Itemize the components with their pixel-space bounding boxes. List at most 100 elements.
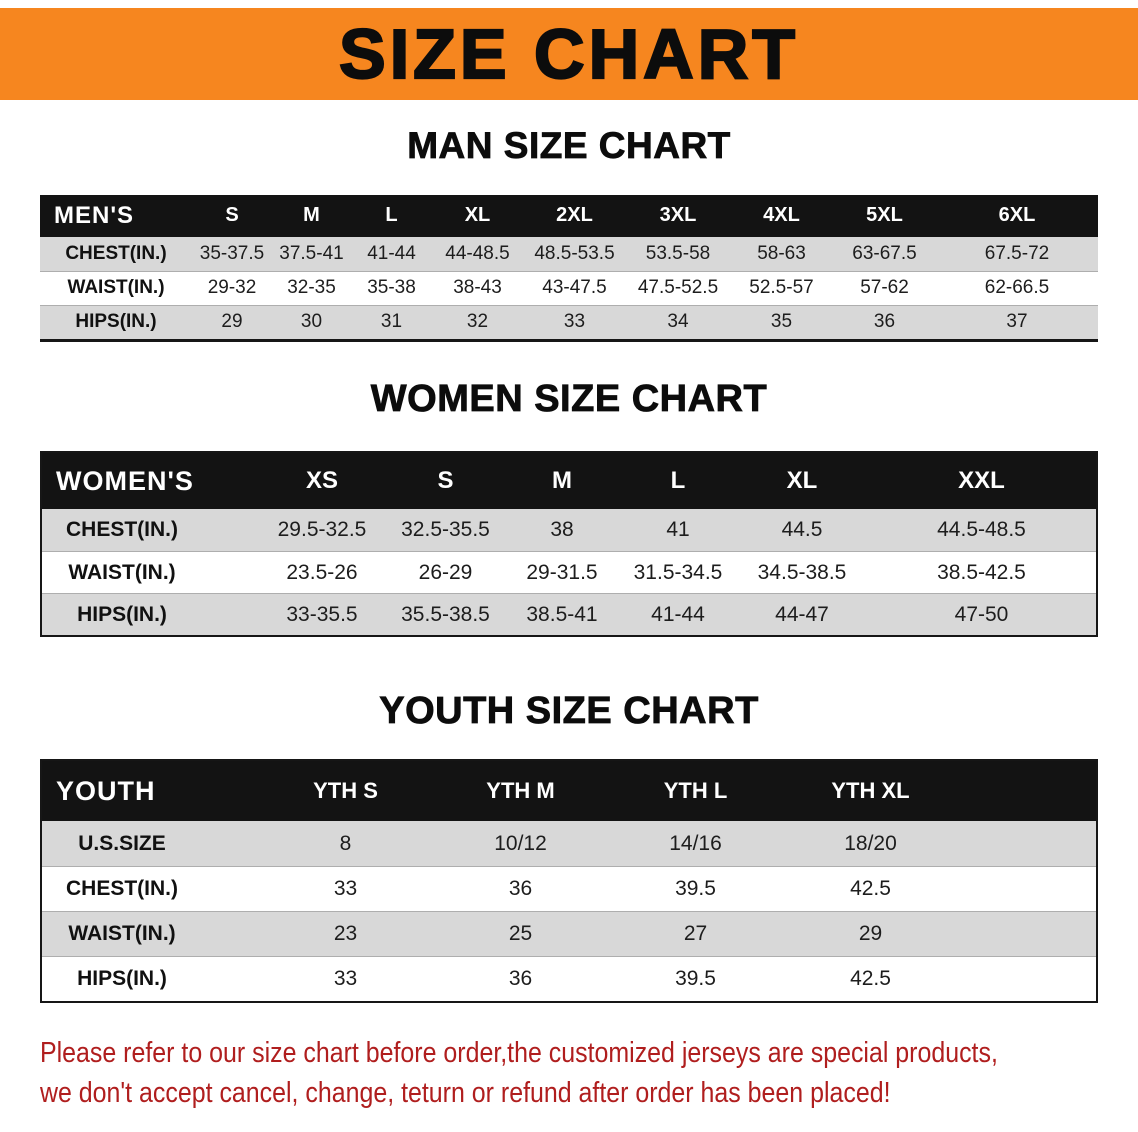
row-label: WAIST(IN.)	[68, 922, 176, 946]
size-value-cell: 63-67.5	[852, 242, 917, 264]
size-value-cell: 35	[770, 311, 793, 333]
size-value-cell: 31	[380, 311, 403, 333]
size-value-cell: 29	[858, 922, 883, 946]
size-value-cell: 29-31.5	[526, 560, 598, 584]
table-row: CHEST(IN.) 33 36 39.5 42.5	[42, 866, 1096, 912]
size-value-cell: 29-32	[207, 277, 257, 299]
table-row: HIPS(IN.) 33-35.5 35.5-38.5 38.5-41 41-44 44-…	[42, 593, 1096, 636]
row-label: CHEST(IN.)	[66, 877, 178, 901]
row-label: CHEST(IN.)	[66, 518, 178, 542]
size-value-cell: 37.5-41	[279, 242, 344, 264]
size-column-header: XXL	[958, 467, 1005, 495]
size-value-cell: 43-47.5	[542, 277, 607, 299]
size-column-header: S	[437, 467, 454, 495]
size-column-header: XS	[305, 467, 338, 495]
size-value-cell: 38	[550, 518, 574, 542]
size-value-cell: 29.5-32.5	[277, 518, 367, 542]
men-size-table: MEN'S S M L XL 2XL 3XL 4XL 5XL 6XL CHEST(IN.) 35-37…	[40, 194, 1098, 342]
row-label: WAIST(IN.)	[68, 560, 176, 584]
women-size-table: WOMEN'S XS S M L XL XXL CHEST(IN.) 29.5-32.5 32.5…	[40, 451, 1098, 638]
footer-note: Please refer to our size chart before or…	[40, 1033, 998, 1113]
size-value-cell: 38.5-42.5	[937, 560, 1026, 584]
page-title: SIZE CHART	[338, 15, 799, 93]
table-corner-label: WOMEN'S	[56, 465, 194, 496]
size-value-cell: 52.5-57	[749, 277, 814, 299]
size-value-cell: 36	[873, 311, 896, 333]
table-row: WAIST(IN.) 23 25 27 29	[42, 911, 1096, 957]
table-row: CHEST(IN.) 29.5-32.5 32.5-35.5 38 41 44.5 44.5…	[42, 509, 1096, 552]
size-value-cell: 33	[333, 877, 358, 901]
size-value-cell: 42.5	[850, 877, 891, 901]
size-column-header: YTH XL	[831, 778, 910, 804]
size-value-cell: 26-29	[418, 560, 473, 584]
size-value-cell: 57-62	[860, 277, 909, 299]
size-value-cell: 53.5-58	[645, 242, 711, 264]
women-section-heading: WOMEN SIZE CHART	[370, 377, 768, 420]
table-header-row: YOUTH YTH S YTH M YTH L YTH XL	[42, 761, 1096, 822]
size-column-header: XL	[786, 467, 818, 495]
size-value-cell: 33	[333, 967, 358, 991]
size-value-cell: 18/20	[844, 831, 897, 855]
table-row: HIPS(IN.) 29 30 31 32 33 34 35 36 37	[40, 304, 1098, 339]
size-column-header: M	[303, 204, 320, 227]
size-value-cell: 44.5-48.5	[937, 518, 1026, 542]
row-label: HIPS(IN.)	[75, 311, 157, 333]
size-column-header: M	[552, 467, 572, 495]
table-row: HIPS(IN.) 33 36 39.5 42.5	[42, 956, 1096, 1002]
size-value-cell: 23.5-26	[286, 560, 358, 584]
men-section-heading: MAN SIZE CHART	[407, 125, 731, 166]
size-value-cell: 44.5	[781, 518, 823, 542]
size-value-cell: 31.5-34.5	[633, 560, 723, 584]
row-label: HIPS(IN.)	[77, 967, 167, 991]
row-label: U.S.SIZE	[78, 831, 166, 855]
table-corner-label: YOUTH	[56, 775, 156, 806]
size-value-cell: 41-44	[367, 242, 416, 264]
size-value-cell: 47.5-52.5	[637, 277, 719, 299]
size-value-cell: 23	[333, 922, 358, 946]
size-value-cell: 62-66.5	[984, 277, 1050, 299]
youth-section-heading: YOUTH SIZE CHART	[379, 690, 759, 733]
size-column-header: S	[225, 204, 239, 227]
size-value-cell: 14/16	[669, 831, 722, 855]
table-header-row: MEN'S S M L XL 2XL 3XL 4XL 5XL 6XL	[40, 194, 1098, 237]
footer-line-1: Please refer to our size chart before or…	[40, 1037, 998, 1070]
size-value-cell: 25	[508, 922, 533, 946]
size-column-header: YTH S	[313, 778, 378, 804]
youth-size-table: YOUTH YTH S YTH M YTH L YTH XL U.S.SIZE 8 10/12…	[40, 759, 1098, 1004]
size-value-cell: 67.5-72	[984, 242, 1050, 264]
table-corner-label: MEN'S	[54, 201, 135, 229]
size-value-cell: 44-48.5	[445, 242, 510, 264]
size-value-cell: 41-44	[651, 602, 705, 626]
footer-line-2: we don't accept cancel, change, teturn o…	[40, 1077, 891, 1110]
size-value-cell: 33-35.5	[286, 602, 358, 626]
size-value-cell: 30	[300, 311, 323, 333]
size-column-header: YTH L	[663, 778, 728, 804]
table-row: WAIST(IN.) 29-32 32-35 35-38 38-43 43-47.5 47.…	[40, 270, 1098, 305]
size-value-cell: 34	[667, 311, 689, 333]
size-column-header: XL	[464, 204, 491, 227]
size-value-cell: 58-63	[757, 242, 806, 264]
table-row: WAIST(IN.) 23.5-26 26-29 29-31.5 31.5-34.5 34…	[42, 551, 1096, 594]
size-value-cell: 29	[221, 311, 243, 333]
row-label: HIPS(IN.)	[77, 602, 167, 626]
size-value-cell: 8	[339, 831, 352, 855]
size-value-cell: 44-47	[775, 602, 829, 626]
size-value-cell: 42.5	[850, 967, 891, 991]
size-value-cell: 39.5	[675, 967, 716, 991]
size-value-cell: 39.5	[675, 877, 716, 901]
size-value-cell: 10/12	[494, 831, 547, 855]
table-header-row: WOMEN'S XS S M L XL XXL	[42, 453, 1096, 510]
size-column-header: 4XL	[763, 204, 800, 227]
size-value-cell: 32-35	[287, 277, 336, 299]
size-value-cell: 32	[466, 311, 489, 333]
table-row: CHEST(IN.) 35-37.5 37.5-41 41-44 44-48.5 48.5…	[40, 236, 1098, 271]
size-column-header: YTH M	[486, 778, 555, 804]
row-label: WAIST(IN.)	[67, 277, 165, 299]
row-label: CHEST(IN.)	[65, 242, 167, 264]
size-value-cell: 36	[508, 877, 533, 901]
size-value-cell: 35-38	[367, 277, 416, 299]
size-value-cell: 35.5-38.5	[401, 602, 490, 626]
size-value-cell: 27	[683, 922, 708, 946]
size-value-cell: 33	[563, 311, 586, 333]
